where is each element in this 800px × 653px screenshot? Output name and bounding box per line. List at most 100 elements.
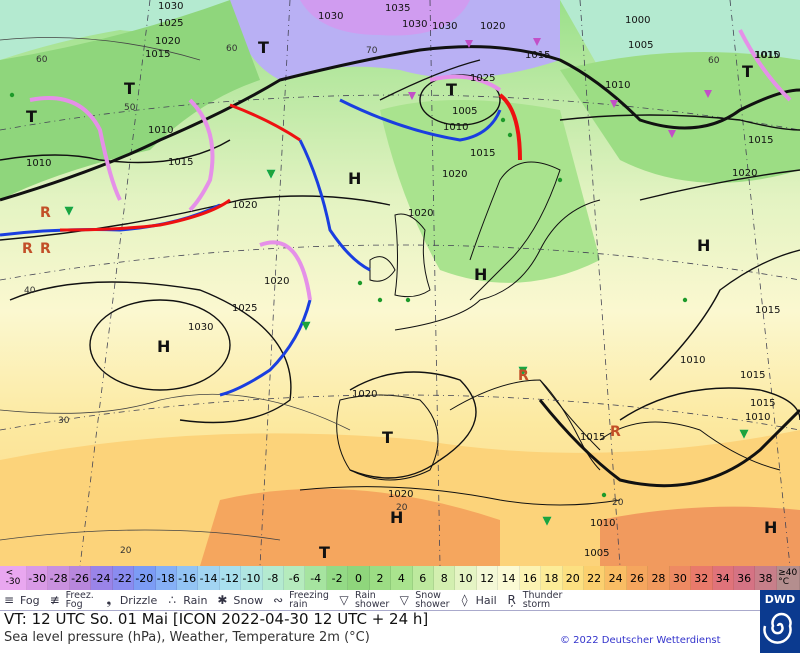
scale-cell: 12 — [476, 566, 499, 590]
scale-cell: 0 — [348, 566, 370, 590]
pressure-label: 1025 — [470, 73, 495, 84]
pressure-label: 1015 — [145, 49, 170, 60]
high-pressure-center: H — [157, 337, 170, 356]
low-pressure-center: T — [124, 79, 135, 98]
pressure-label: 1005 — [628, 40, 653, 51]
legend-item: ≢ Freez. Fog — [46, 590, 94, 610]
scale-cell: -28 — [48, 566, 70, 590]
temperature-label: 40 — [24, 286, 36, 296]
pressure-label: 1010 — [590, 518, 615, 529]
low-pressure-center: T — [319, 543, 330, 562]
scale-cell: 28 — [648, 566, 670, 590]
snow-shower-icon: ▽ — [399, 593, 409, 607]
pressure-label: 1015 — [750, 398, 775, 409]
svg-text:R: R — [22, 241, 33, 257]
legend-item: ∾ Freezing rain — [269, 590, 329, 610]
scale-cell: -26 — [69, 566, 92, 590]
scale-cell: 22 — [583, 566, 606, 590]
scale-cell: 20 — [562, 566, 584, 590]
hail-icon: ◊ — [461, 593, 468, 607]
pressure-label: 1030 — [158, 1, 183, 12]
pressure-label: 1015 — [168, 157, 193, 168]
thunderstorm-icon: Ŗ — [507, 593, 516, 607]
pressure-label: 1020 — [264, 276, 289, 287]
legend-label: Thunder storm — [522, 589, 563, 610]
scale-cell: -22 — [112, 566, 135, 590]
pressure-label: 1020 — [388, 489, 413, 500]
pressure-label: 1015 — [740, 370, 765, 381]
scale-cell: 18 — [541, 566, 563, 590]
scale-cell: 36 — [733, 566, 756, 590]
high-pressure-center: H — [348, 169, 361, 188]
drizzle-icon: ❟ — [106, 592, 112, 607]
scale-cell: 24 — [605, 566, 627, 590]
temperature-label: 20 — [396, 503, 408, 513]
pressure-label: 1005 — [452, 106, 477, 117]
scale-cell: -16 — [176, 566, 199, 590]
svg-text:R: R — [518, 368, 529, 384]
scale-cell: 8 — [434, 566, 456, 590]
high-pressure-center: H — [764, 518, 777, 537]
pressure-label: 1015 — [754, 50, 779, 61]
high-pressure-center: H — [697, 236, 710, 255]
svg-text:R: R — [40, 241, 51, 257]
weather-map: 1030 1025 1020 1015 1015 1030 1035 1030 … — [0, 0, 800, 567]
pressure-label: 1010 — [745, 412, 770, 423]
logo-text: DWD — [764, 593, 796, 606]
temperature-label: 60 — [226, 44, 238, 54]
rain-icon: ∴ — [168, 593, 177, 607]
scale-cell: 34 — [712, 566, 734, 590]
pressure-label: 1015 — [470, 148, 495, 159]
svg-text:R: R — [40, 205, 51, 221]
low-pressure-center: T — [446, 80, 457, 99]
pressure-label: 1010 — [148, 125, 173, 136]
scale-cell: -4 — [305, 566, 327, 590]
freezing-rain-icon: ∾ — [273, 593, 284, 607]
spiral-icon — [763, 612, 792, 644]
pressure-label: 1030 — [402, 19, 427, 30]
scale-cell: 38 — [755, 566, 777, 590]
legend-item: Ŗ Thunder storm — [503, 590, 563, 610]
high-pressure-center: H — [474, 265, 487, 284]
legend-item: ✱ Snow — [213, 590, 263, 610]
legend-label: Freez. Fog — [65, 589, 94, 610]
temperature-label: 20 — [120, 546, 132, 556]
scale-cell: -30 — [27, 566, 49, 590]
temperature-label: 30 — [58, 416, 70, 426]
pressure-label: 1020 — [352, 389, 377, 400]
scale-cell: 10 — [455, 566, 477, 590]
scale-cell: 32 — [691, 566, 713, 590]
legend-label: Rain — [183, 593, 208, 607]
pressure-label: 1025 — [232, 303, 257, 314]
dwd-logo: DWD — [760, 590, 800, 653]
map-subtitle: Sea level pressure (hPa), Weather, Tempe… — [4, 630, 370, 645]
scale-cell: 16 — [519, 566, 542, 590]
temperature-color-scale: < -30 -30 -28 -26 -24 -22 -20 -18 -16 -14 -12 -10 -8… — [0, 566, 800, 590]
temperature-label: 20 — [612, 498, 624, 508]
pressure-label: 1010 — [26, 158, 51, 169]
pressure-label: 1030 — [188, 322, 213, 333]
pressure-label: 1015 — [748, 135, 773, 146]
snow-icon: ✱ — [217, 593, 228, 607]
temperature-label: 60 — [708, 56, 720, 66]
legend-label: Fog — [20, 593, 40, 607]
scale-cell: -14 — [198, 566, 220, 590]
temperature-label: 50 — [124, 103, 136, 113]
scale-cell: -20 — [134, 566, 156, 590]
pressure-label: 1025 — [158, 18, 183, 29]
map-info: VT: 12 UTC So. 01 Mai [ICON 2022-04-30 1… — [0, 610, 760, 653]
scale-cell: -18 — [155, 566, 177, 590]
pressure-label: 1000 — [625, 15, 650, 26]
legend-item: ∴ Rain — [163, 590, 207, 610]
scale-cell: 6 — [412, 566, 435, 590]
scale-cell: -24 — [91, 566, 113, 590]
pressure-label: 1030 — [432, 21, 457, 32]
legend-label: Drizzle — [119, 593, 158, 607]
pressure-label: 1015 — [580, 432, 605, 443]
legend-item: ◊ Hail — [456, 590, 497, 610]
scale-cell: -6 — [284, 566, 306, 590]
high-pressure-center: H — [390, 508, 403, 527]
low-pressure-center: T — [742, 62, 753, 81]
legend-label: Snow — [233, 593, 264, 607]
copyright: © 2022 Deutscher Wetterdienst — [560, 635, 721, 646]
